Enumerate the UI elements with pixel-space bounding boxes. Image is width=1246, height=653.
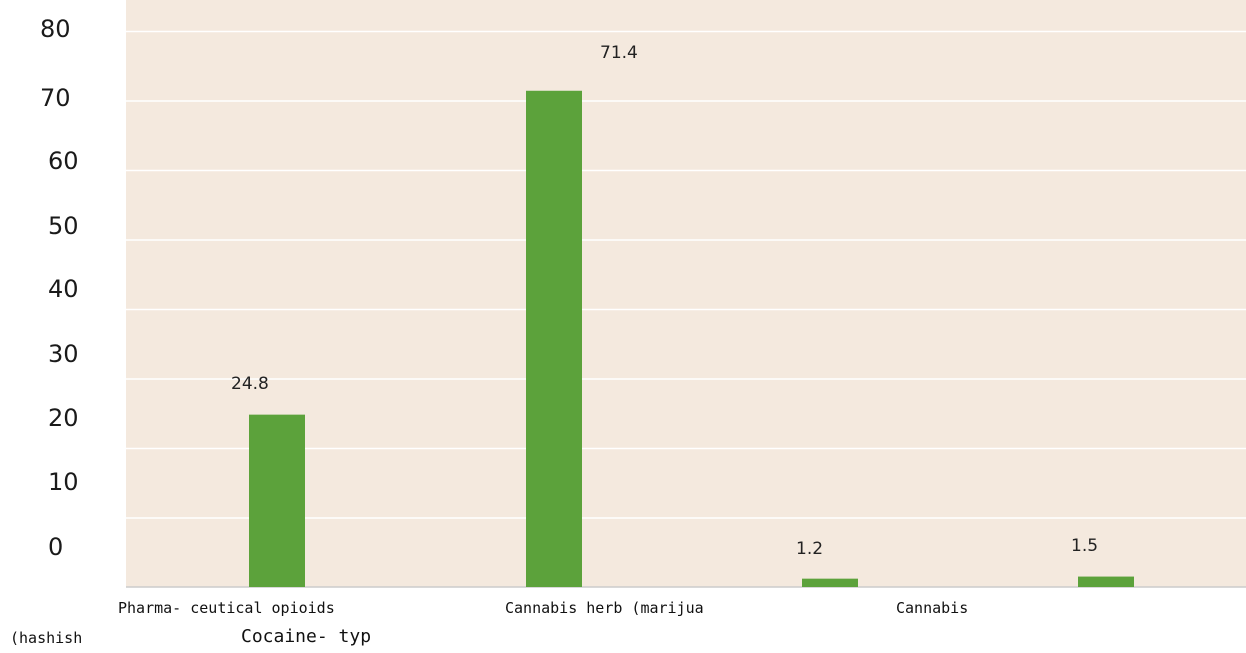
data-label: 24.8 xyxy=(231,374,269,394)
y-tick-label: 50 xyxy=(48,212,79,240)
bar-series xyxy=(249,90,1134,588)
x-tick-label: Cocaine- typ xyxy=(241,626,371,647)
bar xyxy=(526,90,582,588)
bar xyxy=(249,414,305,587)
y-tick-label: 10 xyxy=(48,468,79,496)
y-tick-label: 0 xyxy=(48,533,63,561)
data-labels: 24.8 71.4 1.2 1.5 xyxy=(231,43,1098,559)
y-tick-label: 60 xyxy=(48,147,79,175)
y-tick-label: 20 xyxy=(48,404,79,432)
x-tick-label: Cannabis xyxy=(896,599,968,617)
x-tick-label: Cannabis herb (marijua xyxy=(505,599,704,617)
data-label: 71.4 xyxy=(600,43,638,63)
y-tick-label: 40 xyxy=(48,275,79,303)
y-axis-ticks: 80 70 60 50 40 30 20 10 0 xyxy=(40,15,79,561)
data-label: 1.5 xyxy=(1071,536,1098,556)
plot-background xyxy=(126,0,1246,587)
bar xyxy=(802,578,858,587)
y-tick-label: 80 xyxy=(40,15,71,43)
gridlines xyxy=(126,30,1246,519)
x-axis-labels: Pharma- ceutical opioids Cannabis herb (… xyxy=(10,599,968,647)
y-tick-label: 30 xyxy=(48,340,79,368)
x-tick-label: Pharma- ceutical opioids xyxy=(118,599,335,617)
x-tick-label: (hashish xyxy=(10,629,82,647)
y-tick-label: 70 xyxy=(40,84,71,112)
data-label: 1.2 xyxy=(796,539,823,559)
bar xyxy=(1078,576,1134,587)
